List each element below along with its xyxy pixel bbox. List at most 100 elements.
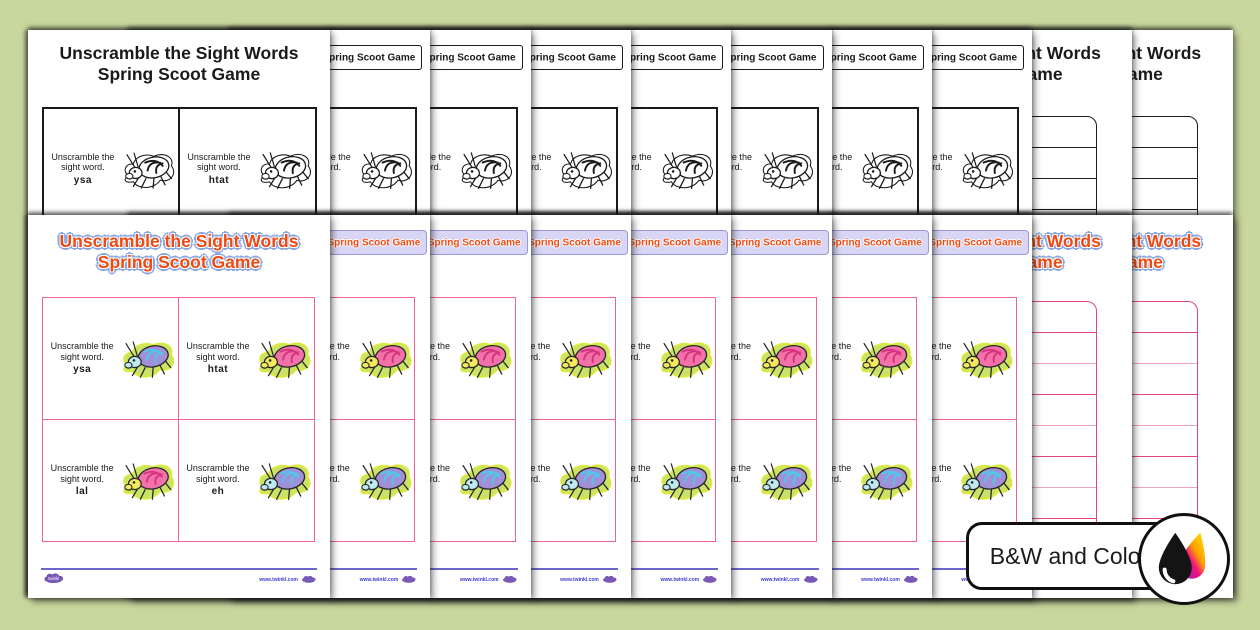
- footer-website: www.twinkl.com: [761, 571, 819, 589]
- footer-website-text: www.twinkl.com: [760, 576, 800, 583]
- bug-image: [254, 332, 314, 384]
- twinkl-logo: twinkl: [44, 573, 63, 583]
- grasshopper-bug-illustration: [560, 463, 612, 501]
- grasshopper-bug-illustration: [259, 463, 311, 501]
- twinkl-logo: [803, 575, 818, 583]
- bug-image: [756, 332, 816, 384]
- footer-website: www.twinkl.com: [660, 571, 718, 589]
- scrambled-word: ysa: [73, 364, 92, 375]
- bug-image: [757, 143, 817, 195]
- grasshopper-bug-illustration: [761, 341, 813, 379]
- twinkl-logo: [402, 575, 416, 583]
- grasshopper-bug-illustration: [963, 152, 1014, 189]
- bug-image: [556, 143, 616, 195]
- bug-image: [254, 454, 314, 506]
- footer-website-text: www.twinkl.com: [861, 576, 900, 583]
- grasshopper-bug-illustration: [861, 341, 913, 379]
- twinkl-logo: [602, 571, 618, 589]
- bug-image: [957, 143, 1017, 195]
- grasshopper-bug-illustration: [259, 341, 311, 379]
- footer-website: www.twinkl.com: [861, 571, 919, 589]
- grasshopper-bug-illustration: [861, 463, 913, 501]
- bug-image: [455, 454, 515, 506]
- twinkl-logo: twinkl: [43, 572, 65, 590]
- grasshopper-bug-illustration: [123, 341, 175, 379]
- bug-image: [756, 454, 816, 506]
- bug-image: [656, 332, 716, 384]
- card-prompt-line2: sight word.: [61, 162, 105, 172]
- bug-image: [255, 143, 315, 195]
- grasshopper-bug-illustration: [761, 463, 813, 501]
- bug-image: [956, 454, 1016, 506]
- twinkl-logo: [702, 571, 718, 589]
- grasshopper-bug-illustration: [660, 463, 713, 501]
- scrambled-word: lal: [75, 486, 89, 497]
- ink-drops-icon: [1138, 513, 1230, 605]
- footer-website-text: www.twinkl.com: [259, 576, 298, 583]
- bug-image: [455, 332, 515, 384]
- card-prompt-line2: sight word.: [197, 162, 241, 172]
- twinkl-logo: [401, 571, 417, 589]
- twinkl-logo: [301, 571, 317, 589]
- card-prompt-line2: sight word.: [60, 351, 104, 362]
- footer-website: www.twinkl.com: [560, 571, 618, 589]
- bug-image: [856, 332, 916, 384]
- card-prompt-line1: Unscramble the: [51, 151, 115, 162]
- bug-image: [118, 454, 177, 506]
- card-prompt-line1: Unscramble the: [50, 341, 114, 351]
- bug-image: [656, 454, 716, 506]
- ink-drops-glyph: [1158, 532, 1206, 585]
- grasshopper-bug-illustration: [660, 341, 713, 379]
- format-badge: B&W and Color: [966, 513, 1232, 613]
- grasshopper-bug-illustration: [359, 463, 412, 501]
- grasshopper-bug-illustration: [361, 152, 412, 189]
- bug-image: [355, 332, 415, 384]
- page-title-line2: Spring Scoot Game: [97, 64, 261, 84]
- bug-image: [118, 332, 177, 384]
- grasshopper-bug-illustration: [662, 152, 713, 189]
- bug-image: [555, 332, 615, 384]
- footer-website: www.twinkl.com: [259, 571, 317, 589]
- footer-website-text: www.twinkl.com: [459, 576, 499, 583]
- footer-rule: [41, 568, 317, 570]
- grasshopper-bug-illustration: [562, 152, 613, 189]
- bug-image: [956, 332, 1016, 384]
- grasshopper-bug-illustration: [961, 463, 1013, 501]
- card-prompt-line1: Unscramble the: [187, 151, 251, 162]
- bug-image: [119, 143, 178, 195]
- format-badge-label: B&W and Color: [989, 542, 1149, 569]
- footer-website: www.twinkl.com: [360, 571, 418, 589]
- footer-website-text: www.twinkl.com: [560, 576, 599, 583]
- twinkl-logo: [903, 575, 918, 583]
- grasshopper-bug-illustration: [862, 152, 914, 189]
- bug-image: [555, 454, 615, 506]
- twinkl-logo: [603, 575, 617, 583]
- worksheet-page-color-1: Unscramble the Sight Words Spring Scoot G…: [28, 215, 330, 598]
- twinkl-logo: [502, 575, 517, 583]
- scrambled-word: ysa: [73, 174, 92, 186]
- page-title-line1: Unscramble the Sight Words: [59, 231, 299, 251]
- bug-image: [657, 143, 717, 195]
- twinkl-logo: [903, 571, 919, 589]
- card-prompt-line2: sight word.: [196, 351, 240, 362]
- grasshopper-bug-illustration: [261, 152, 312, 189]
- twinkl-logo-text: twinkl: [48, 576, 59, 581]
- format-badge-pill: B&W and Color: [966, 522, 1172, 590]
- grasshopper-bug-illustration: [560, 341, 612, 379]
- card-prompt-line2: sight word.: [60, 473, 104, 484]
- page-title-line2: Spring Scoot Game: [97, 252, 261, 272]
- twinkl-logo: [803, 571, 819, 589]
